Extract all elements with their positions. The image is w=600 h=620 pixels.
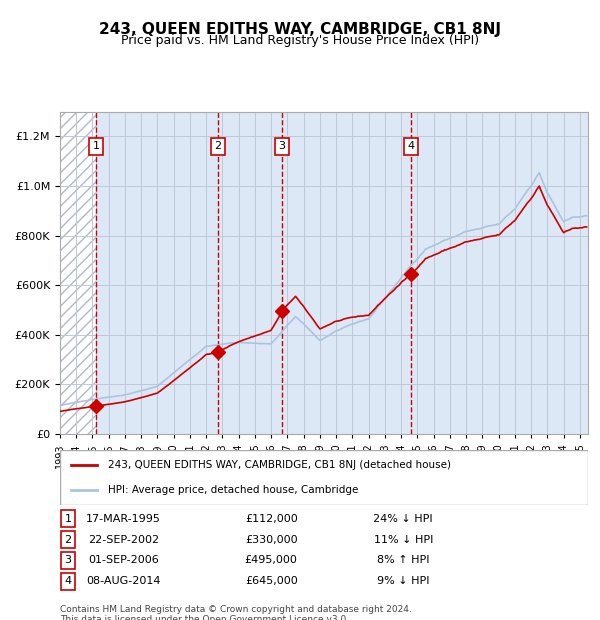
Text: Price paid vs. HM Land Registry's House Price Index (HPI): Price paid vs. HM Land Registry's House … bbox=[121, 34, 479, 47]
Text: £645,000: £645,000 bbox=[245, 577, 298, 587]
Text: £112,000: £112,000 bbox=[245, 514, 298, 524]
Text: 4: 4 bbox=[407, 141, 415, 151]
Text: 2: 2 bbox=[214, 141, 221, 151]
FancyBboxPatch shape bbox=[60, 450, 588, 505]
Text: 8% ↑ HPI: 8% ↑ HPI bbox=[377, 556, 430, 565]
Text: 1: 1 bbox=[64, 514, 71, 524]
Text: 9% ↓ HPI: 9% ↓ HPI bbox=[377, 577, 430, 587]
Text: 08-AUG-2014: 08-AUG-2014 bbox=[86, 577, 161, 587]
Text: 24% ↓ HPI: 24% ↓ HPI bbox=[373, 514, 433, 524]
Bar bbox=[60, 112, 96, 434]
Text: £330,000: £330,000 bbox=[245, 534, 298, 544]
Text: 11% ↓ HPI: 11% ↓ HPI bbox=[374, 534, 433, 544]
Text: 22-SEP-2002: 22-SEP-2002 bbox=[88, 534, 159, 544]
Text: 4: 4 bbox=[64, 577, 71, 587]
Text: 3: 3 bbox=[64, 556, 71, 565]
Text: 17-MAR-1995: 17-MAR-1995 bbox=[86, 514, 161, 524]
Text: Contains HM Land Registry data © Crown copyright and database right 2024.
This d: Contains HM Land Registry data © Crown c… bbox=[60, 604, 412, 620]
Text: 1: 1 bbox=[92, 141, 100, 151]
Bar bbox=[60, 112, 96, 434]
Text: £495,000: £495,000 bbox=[245, 556, 298, 565]
Text: 243, QUEEN EDITHS WAY, CAMBRIDGE, CB1 8NJ: 243, QUEEN EDITHS WAY, CAMBRIDGE, CB1 8N… bbox=[99, 22, 501, 37]
Text: 3: 3 bbox=[278, 141, 286, 151]
Bar bbox=[96, 112, 588, 434]
Text: HPI: Average price, detached house, Cambridge: HPI: Average price, detached house, Camb… bbox=[107, 485, 358, 495]
Text: 01-SEP-2006: 01-SEP-2006 bbox=[88, 556, 159, 565]
Text: 243, QUEEN EDITHS WAY, CAMBRIDGE, CB1 8NJ (detached house): 243, QUEEN EDITHS WAY, CAMBRIDGE, CB1 8N… bbox=[107, 460, 451, 470]
Text: 2: 2 bbox=[64, 534, 71, 544]
